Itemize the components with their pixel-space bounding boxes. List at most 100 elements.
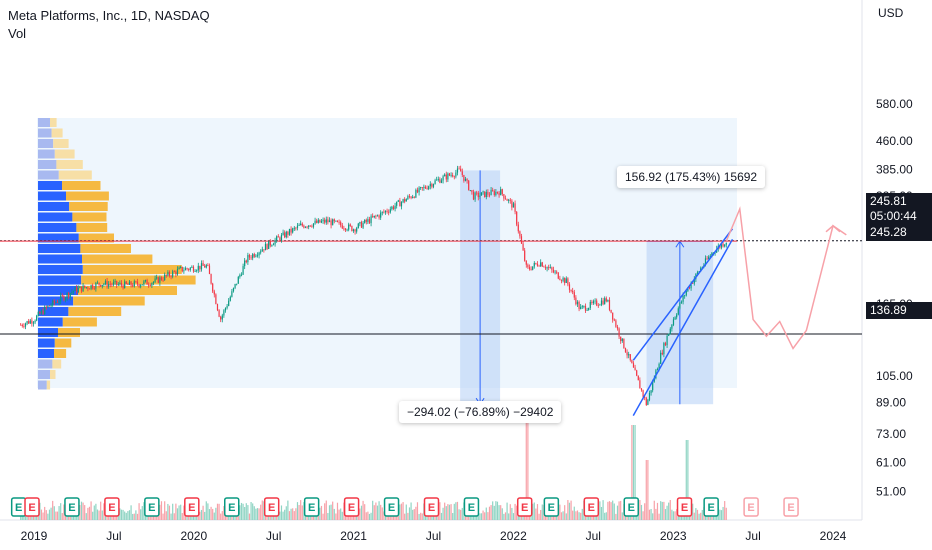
- candle-body: [92, 285, 94, 289]
- volume-bar: [175, 503, 177, 520]
- volume-bar: [685, 440, 687, 520]
- candle-body: [324, 219, 326, 223]
- volume-profile-bar-down: [50, 118, 57, 127]
- candle-body: [352, 229, 355, 231]
- candle-body: [133, 281, 135, 287]
- candle-body: [184, 268, 187, 271]
- volume-bar: [650, 509, 652, 520]
- volume-bar: [672, 511, 675, 520]
- volume-bar: [204, 511, 206, 520]
- candle-body: [464, 178, 467, 181]
- volume-bar: [380, 504, 382, 520]
- x-tick-label: Jul: [586, 529, 601, 543]
- candle-body: [504, 198, 507, 200]
- volume-bar: [496, 501, 499, 520]
- volume-bar: [340, 508, 342, 520]
- candle-body: [32, 322, 35, 324]
- volume-bar: [442, 507, 444, 520]
- earnings-marker-box: [783, 497, 799, 517]
- candle-body: [333, 219, 335, 222]
- earnings-marker-label: E: [308, 502, 315, 514]
- candle-body: [180, 266, 182, 268]
- candle-body: [552, 269, 555, 273]
- volume-bar: [410, 502, 412, 520]
- volume-bar: [183, 505, 185, 520]
- volume-bar: [452, 513, 454, 520]
- candle-body: [71, 291, 73, 294]
- candle-body: [634, 367, 636, 371]
- candle-body: [261, 249, 263, 252]
- candle-body: [527, 264, 529, 268]
- volume-bar: [300, 500, 302, 520]
- candle-body: [480, 192, 483, 196]
- volume-bar: [620, 500, 622, 520]
- candle-body: [149, 285, 151, 286]
- candle-body: [706, 258, 708, 260]
- candle-body: [474, 192, 476, 200]
- volume-bar: [208, 509, 211, 520]
- volume-bar: [490, 505, 492, 520]
- candle-body: [439, 179, 441, 183]
- volume-profile-bar-up: [38, 191, 66, 201]
- earnings-marker: E: [463, 497, 480, 517]
- volume-profile-bar-down: [53, 139, 69, 148]
- candle-body: [53, 300, 55, 303]
- candle-body: [280, 234, 283, 241]
- candle-body: [541, 262, 543, 267]
- volume-bar: [527, 410, 529, 520]
- candle-body: [389, 209, 391, 213]
- volume-bar: [572, 510, 574, 520]
- candle-body: [328, 220, 331, 223]
- candle-body: [490, 190, 492, 196]
- candle-body: [216, 304, 219, 311]
- earnings-marker-box: [343, 497, 360, 517]
- candle-body: [148, 284, 150, 286]
- candle-body: [608, 300, 611, 310]
- volume-bar: [621, 512, 623, 520]
- volume-bar: [440, 512, 443, 520]
- candle-body: [172, 271, 174, 277]
- volume-bar: [124, 511, 126, 520]
- candle-body: [309, 225, 311, 227]
- candle-body: [423, 186, 425, 188]
- candle-body: [511, 200, 513, 208]
- volume-profile-bar-down: [54, 338, 72, 348]
- candle-body: [463, 174, 465, 181]
- earnings-marker-label: E: [15, 502, 22, 514]
- candle-body: [418, 187, 420, 193]
- volume-bar: [444, 502, 446, 520]
- volume-bar: [325, 500, 327, 520]
- volume-profile-bar-up: [38, 286, 78, 295]
- volume-bar: [296, 502, 299, 520]
- earnings-marker-label: E: [28, 502, 35, 514]
- candle-body: [284, 232, 286, 238]
- volume-bar: [336, 502, 339, 520]
- candle-body: [525, 260, 527, 265]
- candle-body: [432, 183, 435, 187]
- candle-body: [615, 320, 617, 327]
- volume-bar: [162, 513, 164, 520]
- candle-body: [229, 296, 231, 301]
- candle-body: [616, 326, 619, 329]
- candle-body: [122, 285, 124, 289]
- volume-bar: [640, 504, 643, 520]
- candle-body: [152, 281, 155, 284]
- volume-bar: [338, 509, 340, 520]
- volume-bar: [655, 508, 657, 520]
- candle-body: [672, 319, 675, 325]
- candle-body: [722, 243, 724, 247]
- volume-bar: [541, 504, 543, 520]
- candle-body: [159, 277, 161, 283]
- candle-body: [640, 388, 643, 391]
- candle-body: [517, 224, 519, 232]
- x-tick-label: 2024: [820, 529, 847, 543]
- candle-body: [237, 276, 239, 284]
- volume-bar: [516, 505, 518, 520]
- candle-body: [111, 284, 113, 286]
- volume-bar: [55, 511, 57, 520]
- volume-profile-bar-down: [82, 265, 182, 274]
- candle-body: [679, 302, 681, 309]
- earnings-marker-label: E: [348, 502, 355, 514]
- earnings-marker-label: E: [707, 502, 714, 514]
